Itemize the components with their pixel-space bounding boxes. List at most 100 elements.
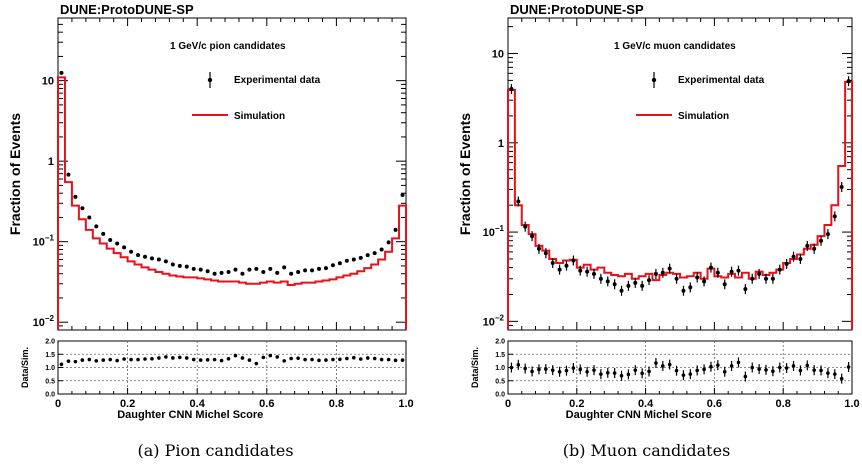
data-marker [143, 254, 147, 259]
data-marker [592, 271, 596, 276]
data-point [289, 271, 294, 276]
ratio-marker [101, 358, 106, 362]
ratio-marker [750, 365, 755, 370]
data-marker [365, 253, 370, 258]
ratio-marker [681, 373, 686, 377]
ratio-marker [331, 357, 335, 362]
ratio-marker [184, 356, 189, 360]
data-point [708, 262, 713, 273]
ratio-marker [688, 372, 693, 376]
data-marker [729, 269, 734, 274]
ratio-point [833, 369, 837, 380]
legend-data-entry: Experimental data [207, 72, 321, 88]
ratio-point [80, 358, 85, 362]
ratio-point [736, 357, 741, 368]
ratio-marker [66, 359, 71, 363]
ratio-point [654, 357, 658, 368]
ratio-marker [268, 353, 273, 358]
data-marker [509, 87, 514, 92]
ratio-point [101, 358, 106, 362]
data-marker [66, 172, 71, 177]
data-marker [400, 193, 405, 198]
ratio-y-tick-label: 2.0 [495, 339, 505, 346]
data-point [605, 276, 610, 287]
ratio-marker [261, 355, 266, 360]
data-point [379, 247, 384, 252]
data-point [660, 267, 665, 278]
ratio-marker [164, 355, 168, 359]
data-point [330, 263, 335, 268]
data-point [667, 263, 672, 274]
ratio-marker [171, 356, 175, 360]
x-tick-label: 0 [505, 398, 511, 410]
data-marker [805, 243, 810, 248]
data-marker [523, 224, 528, 229]
data-marker [798, 256, 803, 261]
data-point [764, 273, 768, 284]
ratio-point [571, 363, 576, 374]
data-point [784, 258, 789, 269]
legend-data-entry: Experimental data [651, 72, 765, 88]
x-tick-label: 0.6 [259, 398, 274, 410]
data-marker [233, 267, 238, 272]
data-point [122, 245, 127, 250]
ratio-marker [702, 367, 706, 372]
data-marker [626, 283, 631, 288]
ratio-point [771, 366, 775, 377]
ratio-marker [108, 357, 112, 362]
ratio-point [819, 365, 823, 376]
data-point [702, 276, 707, 287]
data-marker [702, 279, 707, 284]
data-point [129, 249, 134, 254]
ratio-marker [743, 374, 748, 379]
x-tick-label: 1.0 [398, 398, 413, 410]
data-marker [846, 79, 851, 84]
data-point [777, 264, 782, 275]
ratio-marker [219, 358, 224, 363]
ratio-point [143, 357, 147, 361]
data-point [530, 231, 535, 242]
ratio-point [812, 365, 816, 376]
data-marker [757, 271, 762, 276]
y-tick-label: 10−1 [33, 234, 55, 249]
ratio-marker [777, 365, 782, 370]
ratio-marker [826, 371, 830, 375]
chart-a: DUNE:ProtoDUNE-SP 10−2 10−1 1 10 1 GeV/c pion… [7, 2, 414, 421]
ratio-marker [619, 373, 624, 378]
ratio-point [550, 365, 555, 376]
data-point [812, 243, 817, 254]
ratio-point [324, 358, 328, 362]
data-point [626, 280, 631, 291]
ratio-marker [393, 358, 398, 363]
y-tick-label: 10−2 [483, 313, 505, 328]
ratio-point [764, 364, 768, 375]
ratio-y-tick-label: 1.5 [45, 352, 55, 359]
ratio-point [681, 370, 686, 381]
data-point [839, 181, 844, 192]
data-point [59, 70, 64, 75]
ratio-marker [523, 366, 527, 371]
data-marker [136, 253, 141, 258]
data-point [612, 279, 617, 290]
data-marker [108, 237, 113, 242]
ratio-point [647, 366, 651, 377]
data-point [87, 215, 92, 220]
data-point [653, 268, 658, 279]
chart-b: DUNE:ProtoDUNE-SP 10−2 10−1 1 10 1 GeV/c muon… [457, 2, 860, 421]
data-marker [94, 224, 99, 229]
data-marker [543, 251, 548, 256]
data-marker [344, 258, 349, 263]
ratio-marker [605, 371, 610, 375]
ratio-point [530, 366, 534, 377]
ratio-marker [578, 367, 583, 372]
data-marker [289, 271, 294, 276]
data-point [282, 265, 287, 270]
ratio-marker [136, 357, 140, 362]
data-marker [530, 234, 535, 239]
ratio-marker [143, 357, 147, 361]
data-point [233, 267, 238, 272]
data-point [400, 193, 405, 198]
ratio-point [240, 356, 245, 360]
data-point [681, 285, 686, 296]
ratio-point [537, 364, 541, 375]
